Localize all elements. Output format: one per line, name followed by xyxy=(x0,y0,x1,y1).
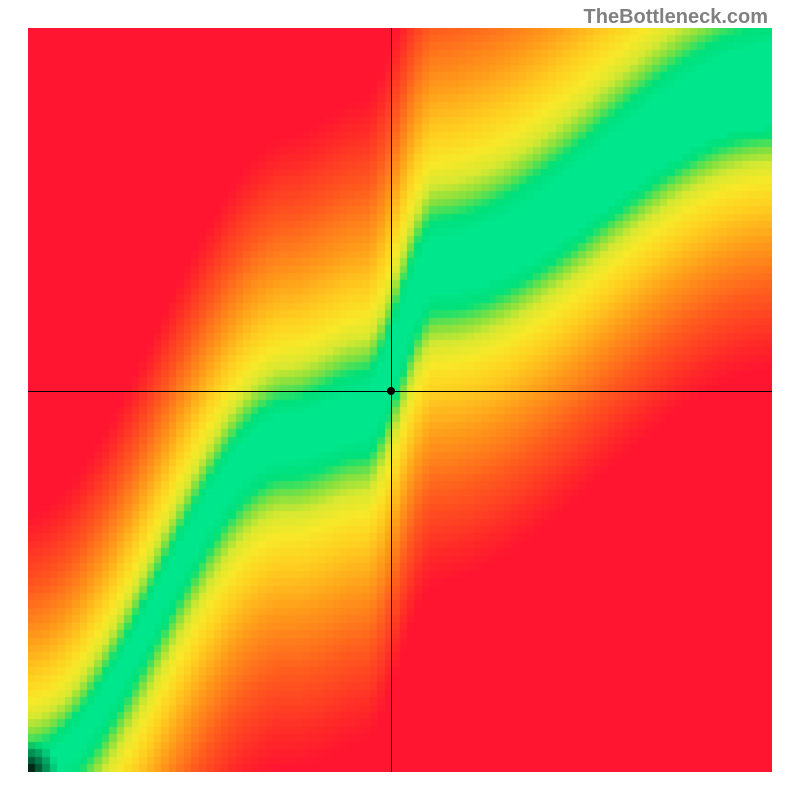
heatmap-canvas xyxy=(28,28,772,772)
crosshair-vertical xyxy=(391,28,392,772)
crosshair-marker xyxy=(387,387,395,395)
watermark-text: TheBottleneck.com xyxy=(584,6,768,29)
heatmap-chart xyxy=(28,28,772,772)
crosshair-horizontal xyxy=(28,391,772,392)
